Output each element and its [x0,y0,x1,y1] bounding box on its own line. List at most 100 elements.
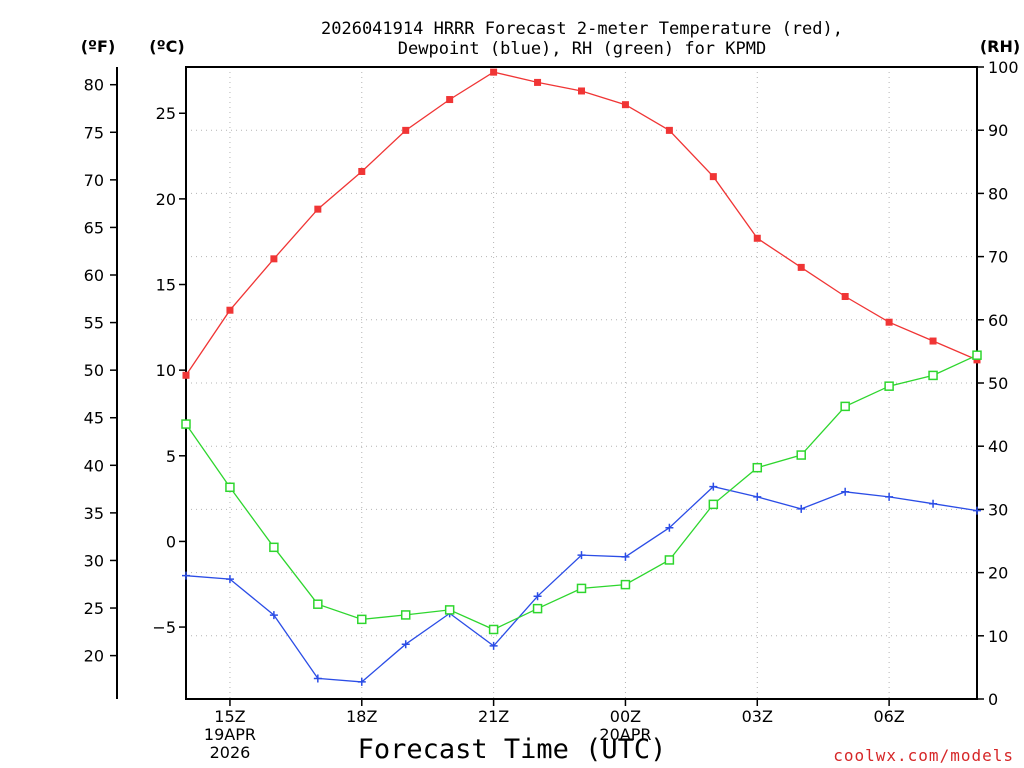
rh-series [181,350,982,635]
rh-point [752,462,763,473]
rh-tick-label: 100 [988,58,1019,77]
fahrenheit-tick-label: 60 [84,266,104,285]
fahrenheit-tick-label: 45 [84,409,104,428]
rh-point [313,599,323,609]
rh-tick-label: 80 [988,184,1008,203]
temperature-series [182,68,981,379]
fahrenheit-tick-label: 75 [84,123,104,142]
rh-point [269,542,279,553]
x-tick-label: 21Z [478,707,509,726]
dewpoint-point [929,499,938,508]
celsius-tick-label: 20 [156,190,176,209]
dewpoint-point [709,482,718,491]
celsius-tick-label: 5 [166,447,176,466]
rh-point [664,555,675,565]
fahrenheit-tick-label: 50 [84,361,104,380]
rh-axis-unit: (RH) [980,37,1020,56]
fahrenheit-tick-label: 40 [84,456,104,475]
dewpoint-point [753,492,762,501]
rh-point [181,419,191,429]
temperature-line [185,71,978,376]
rh-point [444,605,455,615]
temperature-point [490,68,498,76]
rh-point [532,603,543,614]
rh-tick-label: 20 [988,564,1008,583]
x-tick-label: 06Z [873,707,904,726]
fahrenheit-tick-label: 30 [84,551,104,570]
dewpoint-point [797,504,806,513]
dewpoint-point [401,640,410,649]
temperature-point [446,96,454,104]
temperature-point [621,101,629,109]
x-tick-label: 15Z [214,707,245,726]
temperature-point [402,126,410,134]
dewpoint-point [577,551,586,560]
fahrenheit-axis-unit: (ºF) [81,37,116,56]
chart-title: 2026041914 HRRR Forecast 2-meter Tempera… [321,19,843,59]
rh-point [928,370,938,381]
temperature-point [753,234,761,242]
chart-title-line-1: 2026041914 HRRR Forecast 2-meter Tempera… [321,19,843,39]
temperature-point [665,126,673,134]
temperature-point [885,318,893,326]
rh-tick-label: 50 [988,374,1008,393]
dewpoint-point [313,674,322,683]
fahrenheit-tick-label: 20 [84,647,104,666]
chart-title-line-2: Dewpoint (blue), RH (green) for KPMD [398,39,766,59]
x-tick-label: 03Z [742,707,773,726]
temperature-point [534,78,542,86]
temperature-point [841,293,849,301]
rh-tick-label: 90 [988,121,1008,140]
rh-point [840,401,850,412]
celsius-tick-label: 25 [156,104,176,123]
x-axis-label: Forecast Time (UTC) [358,734,667,765]
dewpoint-point [489,641,498,650]
x-tick-label: 19APR [204,725,256,744]
celsius-tick-label: 0 [166,532,176,551]
x-tick-label: 20APR [599,725,651,744]
dewpoint-point [269,611,278,620]
rh-point [576,583,587,594]
rh-point [225,482,235,493]
fahrenheit-tick-label: 70 [84,171,104,190]
rh-point [972,350,982,360]
temperature-point [797,263,805,271]
dewpoint-point [885,492,894,501]
rh-tick-label: 30 [988,500,1008,519]
rh-tick-label: 60 [988,311,1008,330]
rh-point [708,499,719,510]
fahrenheit-tick-label: 35 [84,504,104,523]
temperature-point [270,255,278,263]
temperature-point [578,87,585,95]
credit-text: coolwx.com/models [833,746,1014,765]
dewpoint-point [182,571,190,580]
temperature-point [182,371,190,379]
celsius-tick-label: 10 [156,361,176,380]
rh-point [884,381,894,391]
rh-point [357,614,367,625]
rh-point [796,450,806,460]
fahrenheit-tick-label: 55 [84,314,104,333]
temperature-point [709,173,717,181]
celsius-axis: 25 20 15 10 5 0 −5 [152,104,186,637]
fahrenheit-tick-label: 65 [84,218,104,237]
rh-tick-label: 0 [988,690,998,709]
temperature-point [314,205,322,213]
temperature-point [358,167,366,175]
rh-point [620,579,631,590]
temperature-point [226,306,234,314]
x-tick-label: 18Z [346,707,377,726]
rh-point [400,610,411,620]
celsius-tick-label: −5 [152,618,176,637]
rh-tick-label: 40 [988,437,1008,456]
data-series [181,68,982,686]
dewpoint-point [225,575,234,584]
temperature-point [929,337,937,345]
rh-point [488,624,499,635]
celsius-axis-unit: (ºC) [149,37,184,56]
fahrenheit-axis: 80 75 70 65 60 55 50 45 40 35 30 25 20 [84,76,117,666]
fahrenheit-tick-label: 25 [84,599,104,618]
dewpoint-point [533,592,542,601]
